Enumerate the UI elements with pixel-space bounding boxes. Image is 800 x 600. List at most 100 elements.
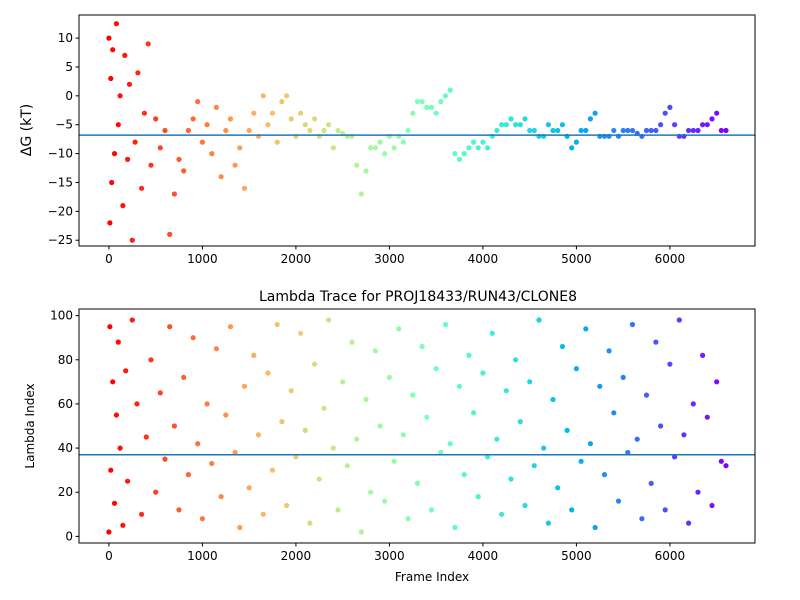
lambda-trace-point xyxy=(372,348,378,354)
lambda-trace-point xyxy=(461,472,467,478)
delta-g-point xyxy=(391,145,397,151)
delta-g-point xyxy=(410,110,416,116)
lambda-trace-point xyxy=(111,500,118,506)
lambda-trace-point xyxy=(653,339,659,345)
lambda-trace-point xyxy=(471,410,477,416)
lambda-trace-x-tick-label: 5000 xyxy=(561,549,592,563)
lambda-trace-point xyxy=(227,324,234,330)
delta-g-point xyxy=(573,139,580,145)
delta-g-point xyxy=(199,139,205,145)
delta-g-point xyxy=(718,127,724,134)
delta-g-point xyxy=(108,75,114,82)
delta-g-point xyxy=(578,127,584,134)
delta-g-point xyxy=(522,116,528,122)
delta-g-point xyxy=(141,110,147,116)
delta-g-point xyxy=(284,93,290,99)
delta-g-point xyxy=(428,104,435,110)
delta-g-point xyxy=(527,127,533,134)
delta-g-point xyxy=(185,127,191,134)
delta-g-point xyxy=(307,127,313,134)
lambda-trace-point xyxy=(452,524,458,531)
lambda-trace-point xyxy=(363,396,369,403)
delta-g-point xyxy=(260,93,266,99)
lambda-trace-point xyxy=(316,476,322,482)
delta-g-point xyxy=(704,122,710,128)
lambda-trace-point xyxy=(117,445,123,451)
delta-g-point xyxy=(132,139,138,145)
delta-g-point xyxy=(658,122,664,128)
delta-g-point xyxy=(122,52,128,59)
lambda-trace-point xyxy=(634,436,640,442)
lambda-trace-point xyxy=(419,343,425,350)
delta-g-point xyxy=(592,110,598,116)
delta-g-point xyxy=(643,127,650,134)
delta-g-point xyxy=(629,127,636,134)
delta-g-point xyxy=(312,116,318,122)
lambda-trace-point xyxy=(559,343,566,350)
delta-g-point xyxy=(115,122,121,128)
lambda-trace-point xyxy=(606,348,612,354)
lambda-trace-point xyxy=(499,511,505,517)
delta-g-point xyxy=(503,122,509,128)
delta-g-y-tick-label: −25 xyxy=(48,233,73,247)
delta-g-point xyxy=(368,145,374,151)
lambda-trace-x-tick-label: 1000 xyxy=(187,549,218,563)
delta-g-point xyxy=(442,93,449,99)
lambda-trace-point xyxy=(489,330,495,336)
lambda-trace-point xyxy=(391,458,397,464)
lambda-trace-point xyxy=(658,423,664,429)
delta-g-point xyxy=(559,122,566,128)
lambda-trace-point xyxy=(442,321,449,328)
delta-g-point xyxy=(358,191,364,197)
delta-g-y-tick-label: −20 xyxy=(48,204,73,218)
lambda-trace-point xyxy=(541,445,547,451)
lambda-trace-panel: Lambda Trace for PROJ18433/RUN43/CLONE8 … xyxy=(23,289,756,584)
lambda-trace-point xyxy=(629,321,636,328)
lambda-trace-point xyxy=(255,432,262,438)
delta-g-y-tick-label: −10 xyxy=(48,147,73,161)
lambda-trace-point xyxy=(686,520,692,526)
lambda-trace-point xyxy=(377,423,383,429)
lambda-trace-point xyxy=(335,507,341,513)
delta-g-point xyxy=(279,99,285,105)
lambda-trace-point xyxy=(648,480,654,486)
lambda-trace-point xyxy=(321,405,327,411)
lambda-trace-y-axis-label: Lambda Index xyxy=(23,383,37,468)
lambda-trace-point xyxy=(344,463,350,469)
delta-g-point xyxy=(499,122,505,128)
delta-g-point xyxy=(672,122,678,128)
lambda-trace-point xyxy=(143,434,149,440)
lambda-trace-point xyxy=(293,454,299,460)
lambda-trace-point xyxy=(615,498,622,504)
delta-g-point xyxy=(326,122,332,128)
delta-g-point xyxy=(569,145,575,151)
lambda-trace-point xyxy=(414,480,421,486)
lambda-trace-point xyxy=(232,449,238,456)
lambda-trace-point xyxy=(396,326,402,332)
lambda-trace-point xyxy=(148,357,154,363)
delta-g-point xyxy=(419,99,425,105)
delta-g-point xyxy=(625,127,631,134)
delta-g-x-tick-label: 6000 xyxy=(655,252,686,266)
lambda-trace-point xyxy=(690,401,696,407)
delta-g-point xyxy=(106,35,112,41)
lambda-trace-point xyxy=(424,414,430,420)
delta-g-point xyxy=(382,151,388,157)
delta-g-point xyxy=(700,122,706,128)
lambda-trace-point xyxy=(307,520,313,526)
delta-g-point xyxy=(414,99,421,105)
delta-g-point xyxy=(400,139,406,145)
delta-g-point xyxy=(438,99,444,105)
delta-g-point xyxy=(125,156,131,162)
delta-g-point xyxy=(153,116,159,122)
delta-g-point xyxy=(120,203,126,209)
delta-g-y-ticks: 10 5 0 −5 −10 −15 −20 −25 xyxy=(48,31,79,247)
delta-g-x-tick-label: 5000 xyxy=(561,252,592,266)
delta-g-point xyxy=(611,127,617,134)
delta-g-point xyxy=(209,151,215,157)
lambda-trace-x-tick-label: 6000 xyxy=(655,549,686,563)
delta-g-point xyxy=(330,145,336,151)
delta-g-x-tick-label: 2000 xyxy=(281,252,312,266)
lambda-trace-point xyxy=(611,410,617,416)
